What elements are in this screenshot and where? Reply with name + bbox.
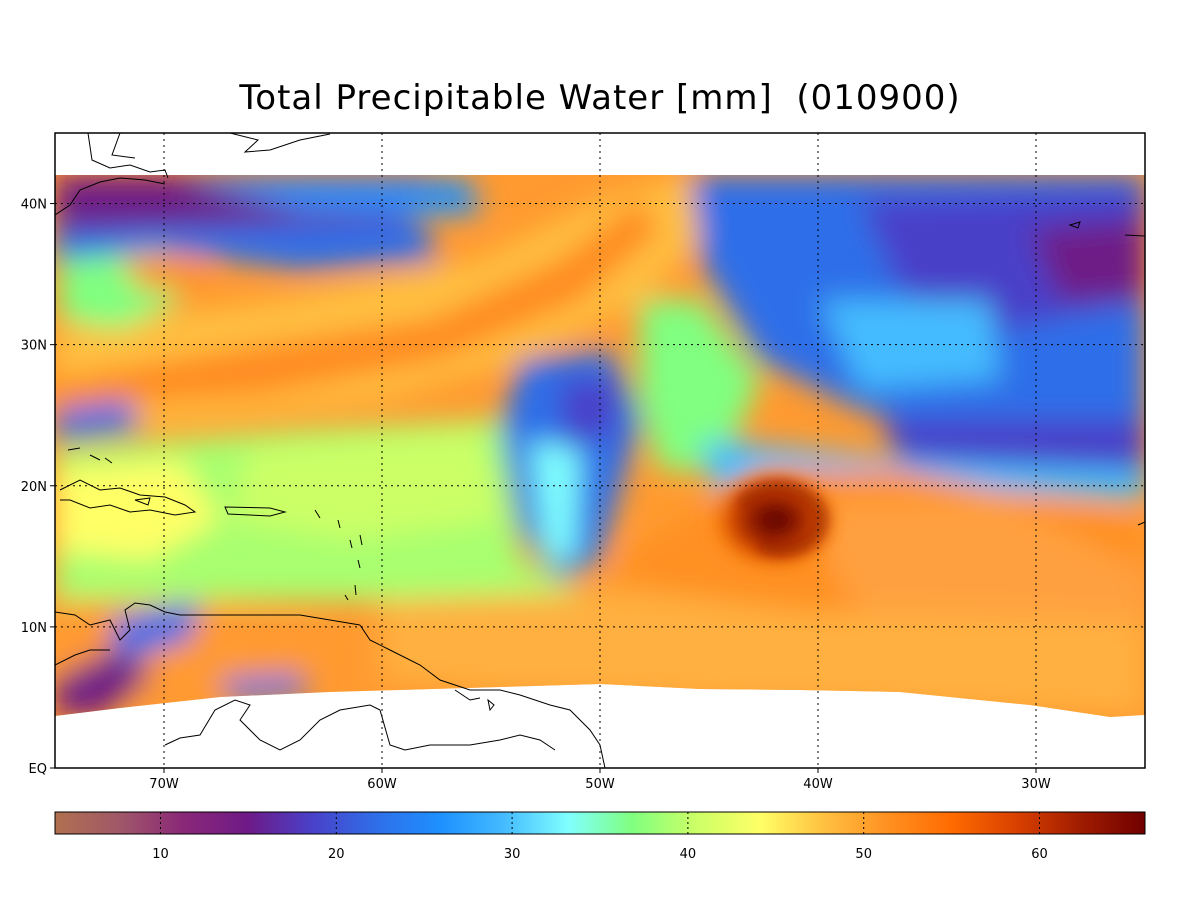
colorbar: 10 20 30 40 50 60 [54, 811, 1146, 862]
latitude-axis: 40N 30N 20N 10N EQ [21, 198, 55, 777]
lat-tick-label: 40N [21, 198, 47, 213]
colorbar-tick-label: 30 [504, 847, 521, 862]
lon-tick-label: 60W [367, 777, 397, 792]
lon-tick-label: 70W [149, 777, 179, 792]
colorbar-ticks: 10 20 30 40 50 60 [152, 812, 1048, 862]
lat-tick-label: 20N [21, 480, 47, 495]
coastlines [55, 133, 1145, 768]
colorbar-tick-label: 40 [680, 847, 697, 862]
graticule [55, 133, 1145, 768]
lat-tick-label: 10N [21, 621, 47, 636]
lon-tick-label: 40W [803, 777, 833, 792]
lon-tick-label: 30W [1021, 777, 1051, 792]
lat-tick-label: 30N [21, 339, 47, 354]
map-title: Total Precipitable Water [mm] (010900) [239, 78, 961, 118]
lat-tick-label: EQ [29, 762, 47, 777]
colorbar-tick-label: 20 [328, 847, 345, 862]
colorbar-bar [54, 811, 1146, 835]
colorbar-tick-label: 60 [1031, 847, 1048, 862]
longitude-axis: 70W 60W 50W 40W 30W [149, 768, 1051, 792]
colorbar-tick-label: 10 [152, 847, 169, 862]
lon-tick-label: 50W [585, 777, 615, 792]
colorbar-tick-label: 50 [855, 847, 872, 862]
